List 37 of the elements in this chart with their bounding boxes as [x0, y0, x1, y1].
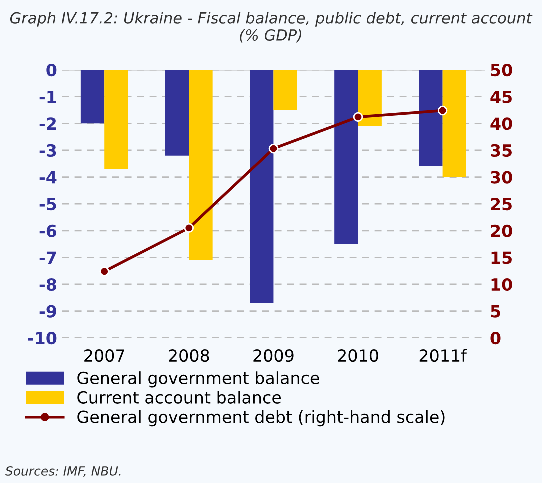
y-tick-label: 0 [46, 64, 57, 77]
y-tick-label: -8 [40, 278, 56, 292]
point [438, 106, 448, 116]
y2-tick-label: 5 [491, 305, 500, 318]
y2-tick-label: 30 [491, 171, 512, 184]
x-tick-label: 2008 [169, 350, 210, 362]
point [268, 144, 279, 154]
y2-tick-label: 10 [492, 278, 512, 292]
point [100, 266, 110, 276]
y2-tick-label: 25 [491, 198, 512, 211]
chart-title: Graph IV.17.2: Ukraine - Fiscal balance, public debt, current account (% GDP) [10, 12, 533, 43]
y-tick-label: -1 [40, 91, 56, 104]
point [184, 223, 194, 234]
y-tick-label: -6 [40, 224, 57, 238]
y-tick-label: -2 [40, 118, 56, 130]
y-tick-label: -4 [40, 171, 57, 184]
y2-tick-label: 35 [491, 144, 512, 158]
y-tick-label: -5 [40, 198, 56, 211]
legend-label: Current account balance [78, 391, 282, 404]
y2-tick-label: 20 [491, 224, 512, 238]
y-tick-label: -7 [40, 252, 56, 264]
y-tick-label: -9 [40, 305, 56, 318]
y2-tick-label: 40 [490, 118, 512, 130]
y-tick-label: -3 [40, 144, 56, 158]
y2-tick-label: 45 [490, 91, 512, 104]
x-tick-label: 2007 [84, 350, 124, 362]
y2-tick-label: 15 [492, 252, 512, 264]
x-tick-label: 2009 [254, 350, 294, 362]
x-tick-label: 2010 [338, 350, 378, 362]
source-note: Sources: IMF, NBU. [5, 466, 121, 478]
legend-label: General government debt (right-hand scale) [78, 410, 445, 427]
y2-tick-label: 50 [491, 64, 512, 77]
point [353, 112, 364, 122]
y-tick-label: -10 [28, 332, 57, 345]
y2-tick-label: 0 [490, 332, 501, 345]
legend-label: General government balance [78, 372, 320, 388]
x-tick-label: 2011f [420, 349, 468, 362]
